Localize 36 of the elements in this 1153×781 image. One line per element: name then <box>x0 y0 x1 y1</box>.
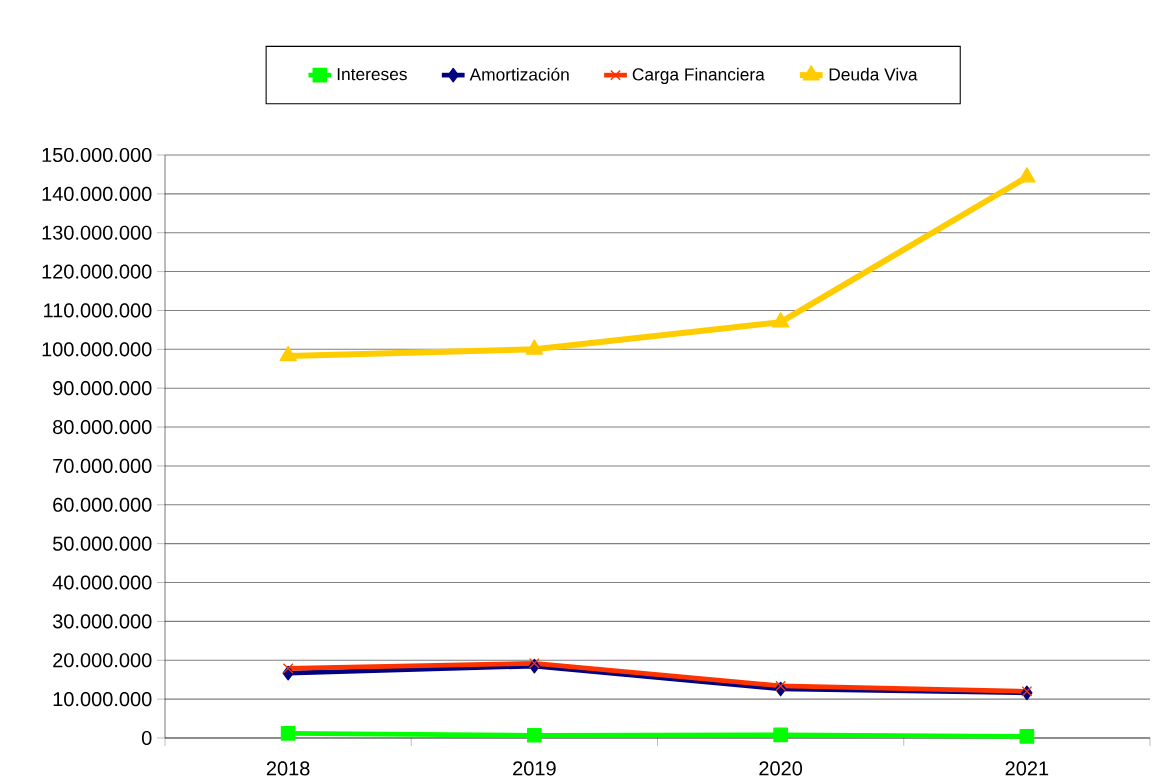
y-tick-label: 70.000.000 <box>53 458 152 473</box>
y-tick-label: 140.000.000 <box>42 186 152 201</box>
legend-label: Amortización <box>469 67 569 81</box>
point <box>1018 167 1036 183</box>
point <box>282 663 294 674</box>
y-tick-label: 20.000.000 <box>53 653 152 668</box>
legend-label: Deuda Viva <box>829 67 918 81</box>
point <box>771 312 790 328</box>
y-tick-label: 50.000.000 <box>52 536 152 551</box>
y-tick-label: 80.000.000 <box>53 419 152 435</box>
x-tick-label: 2020 <box>759 761 803 776</box>
x-tick-label: 2019 <box>513 761 556 776</box>
point <box>528 657 540 669</box>
x-tick-label: 2018 <box>266 761 310 776</box>
y-tick-label: 100.000.000 <box>42 342 152 357</box>
legend-label: Intereses <box>337 68 407 81</box>
y-tick-label: 60.000.000 <box>53 497 152 512</box>
y-tick-label: 150.000.000 <box>42 147 152 163</box>
legend-label: Carga Financiera <box>632 67 765 84</box>
x-tick-label: 2021 <box>1005 761 1049 776</box>
point <box>775 680 787 692</box>
y-tick-label: 0 <box>141 730 152 746</box>
y-tick-label: 90.000.000 <box>53 381 152 396</box>
point <box>280 725 296 741</box>
point <box>527 727 542 743</box>
point <box>773 727 788 743</box>
y-tick-label: 120.000.000 <box>42 264 152 279</box>
point <box>279 345 297 362</box>
y-tick-label: 110.000.000 <box>44 303 152 318</box>
y-tick-label: 10.000.000 <box>53 692 152 707</box>
point <box>1021 685 1033 697</box>
y-tick-label: 40.000.000 <box>52 575 152 590</box>
y-tick-label: 130.000.000 <box>42 225 152 240</box>
y-tick-label: 30.000.000 <box>52 614 152 629</box>
point <box>525 339 544 355</box>
point <box>1019 729 1035 744</box>
